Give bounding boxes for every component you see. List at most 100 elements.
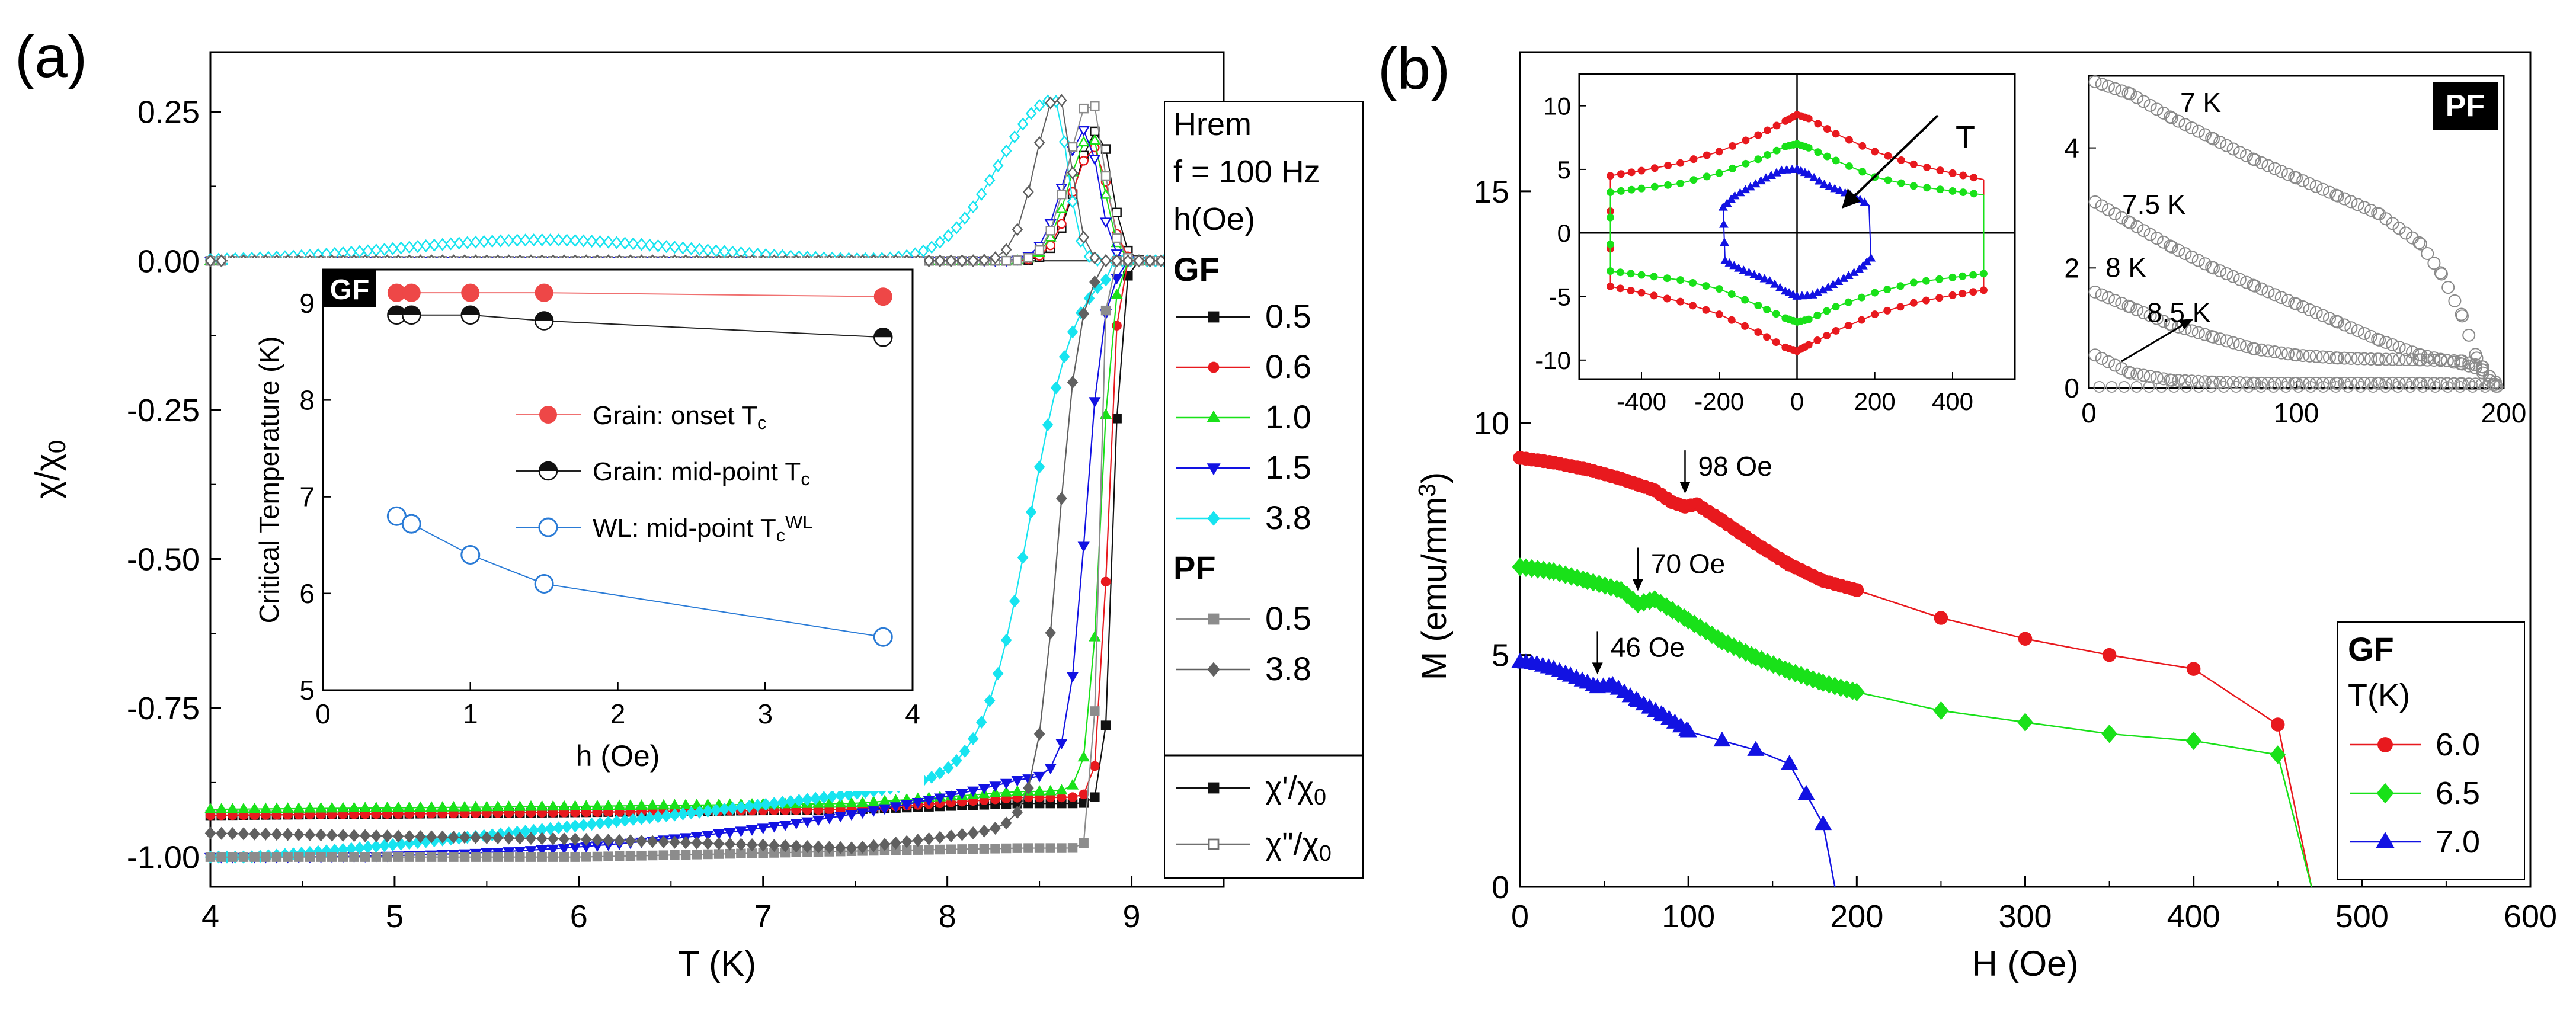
inset-a-xtick-label: 3	[757, 698, 773, 729]
chi-prime-point	[337, 829, 349, 842]
chi-prime-point	[1011, 775, 1023, 787]
inset-pf-point	[2303, 177, 2316, 191]
y-axis-label-b-part: )	[1415, 472, 1454, 483]
chi-prime-point	[801, 817, 814, 828]
inset-pf-return-point	[2118, 381, 2130, 393]
inset-a-point-wl	[460, 544, 481, 565]
inset-pf-xtick-label: 200	[2481, 398, 2527, 428]
chi-prime-point	[271, 852, 282, 862]
inset-pf-point	[2165, 373, 2178, 387]
chi-prime-point	[205, 852, 216, 862]
inset-pf-point	[2172, 374, 2185, 387]
chi-prime-point	[856, 796, 869, 807]
chi-double-prime-point	[1056, 94, 1067, 107]
chi-prime-point	[316, 852, 326, 862]
inset-pf-point	[2088, 195, 2102, 209]
chi-double-prime-point	[1089, 134, 1101, 145]
chi-prime-point	[437, 852, 447, 862]
series-b-point	[2018, 632, 2033, 646]
inset-pf-return-point	[2454, 381, 2466, 393]
loop-point	[1741, 296, 1749, 304]
legend-b: GF T(K) 6.0 6.5 7.0	[2337, 621, 2525, 880]
chi-prime-point	[304, 828, 316, 842]
loop-point	[1922, 277, 1930, 285]
chi-prime-point	[658, 850, 669, 860]
annotation-text: 98 Oe	[1698, 451, 1772, 482]
chi-prime-point	[1045, 626, 1057, 640]
chi-prime-point	[878, 804, 891, 815]
inset-pf-point	[2357, 326, 2371, 340]
inset-a-point-mid-half	[874, 328, 892, 338]
loop-point	[1858, 168, 1867, 176]
series-T-7p0	[1511, 652, 1836, 887]
chi-prime-point	[890, 836, 901, 850]
chi-prime-point	[1100, 273, 1112, 287]
chi-double-prime-point	[1000, 144, 1012, 158]
inset-pf-point	[2220, 334, 2233, 348]
inset-loops-ytick-label: 5	[1557, 156, 1571, 184]
chi-prime-point	[393, 852, 404, 862]
inset-loops-ytick-label: -5	[1549, 283, 1571, 311]
chi-double-prime-point	[1012, 255, 1023, 265]
chi-double-prime-point	[1033, 136, 1045, 149]
inset-a-ytick-label: 9	[299, 288, 315, 319]
inset-pf-point	[2172, 114, 2185, 128]
chi-double-prime-point	[1079, 156, 1089, 166]
chi-prime-point	[204, 803, 217, 813]
inset-loops-arrow: T	[1842, 114, 1975, 209]
chi-prime-point	[879, 838, 891, 851]
inset-pf-point	[2088, 75, 2102, 89]
inset-pf-return-point	[2342, 381, 2354, 393]
loop-point	[1813, 287, 1823, 296]
chi-prime-point	[404, 829, 415, 843]
inset-pf-point	[2414, 237, 2427, 251]
inset-a-point-mid-half	[388, 306, 406, 315]
chi-prime-point	[1100, 720, 1111, 730]
loop-point	[1832, 326, 1840, 335]
inset-pf-point	[2357, 201, 2371, 214]
chi-prime-point	[702, 837, 713, 850]
loop-point	[1727, 290, 1736, 299]
loop-point	[1860, 197, 1870, 206]
inset-pf-point	[2095, 199, 2108, 213]
inset-pf-point	[2344, 351, 2358, 365]
loop-point	[1715, 169, 1723, 177]
inset-pf-point	[2150, 312, 2164, 325]
inset-pf-point	[2399, 226, 2412, 240]
inset-pf-point	[2434, 266, 2447, 280]
loop-point	[1689, 176, 1698, 184]
inset-pf-point	[2373, 333, 2386, 347]
chi-prime-point	[769, 797, 780, 810]
chi-double-prime-point	[528, 233, 539, 247]
inset-pf-point	[2476, 360, 2489, 374]
chi-double-prime-point	[1057, 189, 1067, 200]
inset-pf-point	[2331, 351, 2344, 365]
inset-pf-point	[2392, 376, 2406, 390]
chi-prime-point	[553, 821, 564, 835]
chi-prime-point	[570, 852, 580, 862]
chi-prime-point	[619, 813, 631, 827]
loop-point	[1970, 174, 1978, 182]
inset-pf-point	[2108, 82, 2122, 95]
inset-pf-point	[2316, 350, 2329, 364]
loop-point	[1858, 261, 1868, 270]
inset-a-point-onset	[402, 283, 421, 302]
chi-prime-point	[769, 839, 780, 852]
y-tick-label-a: -1.00	[127, 840, 200, 876]
loop-point	[1715, 310, 1723, 319]
inset-pf-point	[2364, 352, 2377, 366]
chi-prime-point	[586, 818, 597, 831]
chi-prime-point	[677, 807, 689, 821]
chi-prime-point	[791, 839, 802, 853]
chi-prime-point	[559, 852, 569, 862]
chi-prime-point	[204, 826, 216, 840]
loop-point	[1741, 322, 1749, 330]
chi-prime-line	[210, 260, 1172, 858]
chi-double-prime-point	[1067, 142, 1078, 152]
inset-pf-point	[2255, 343, 2268, 357]
inset-pf-point	[2414, 353, 2427, 367]
chi-double-prime-point	[934, 235, 946, 249]
inset-pf-point	[2281, 347, 2295, 361]
inset-pf-point	[2178, 374, 2192, 387]
inset-a-point-wl	[401, 514, 421, 534]
